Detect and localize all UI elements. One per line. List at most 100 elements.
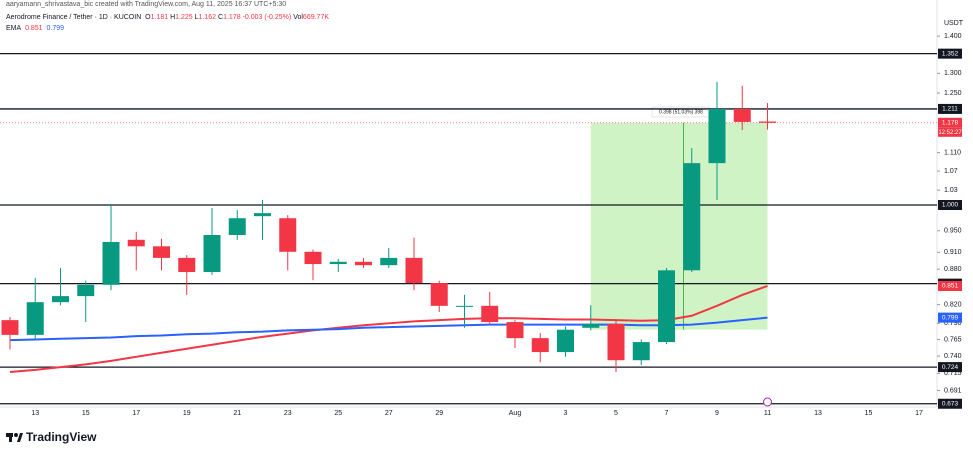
y-tick-label: 0.910 [944, 249, 962, 256]
ohlc-key: H [170, 14, 176, 21]
measure-label: 0.398 (51.03%) 398 [659, 109, 703, 115]
volume: 669.77K [302, 14, 330, 21]
y-tick-label: 0.790 [944, 320, 962, 327]
ema-line [9, 285, 768, 373]
level-badge [938, 48, 962, 59]
x-tick-label: 25 [334, 410, 342, 417]
candle-body [102, 241, 120, 285]
last-price-badge [938, 117, 962, 128]
candle-body [658, 270, 675, 343]
candle-body [203, 234, 221, 273]
y-tick-label: 0.740 [944, 353, 962, 360]
level-label: 0.673 [942, 400, 959, 407]
candle-body [430, 283, 448, 306]
candle-body [304, 251, 322, 265]
x-tick-label: 27 [385, 410, 393, 417]
level-badge [938, 200, 962, 211]
candle-body [279, 218, 297, 252]
x-tick-label: 21 [233, 410, 241, 417]
indicator-line: EMA 0.851 0.799 [6, 25, 64, 32]
candle-body [557, 329, 574, 353]
candle-body [153, 246, 170, 258]
level-label: 1.352 [942, 50, 959, 57]
ohlc-key: L [194, 14, 199, 21]
y-tick-label: 0.691 [944, 387, 962, 394]
x-tick-label: 19 [183, 410, 191, 417]
x-tick-label: 23 [284, 410, 292, 417]
candle-body [228, 218, 246, 235]
ohlc-key: C [218, 14, 224, 21]
last-price-label: 1.178 [942, 120, 959, 127]
candle-body [481, 305, 499, 323]
candle-body [632, 342, 650, 361]
x-tick-label: 17 [132, 410, 140, 417]
x-tick-label: 7 [665, 410, 669, 417]
x-tick-label: 13 [31, 410, 39, 417]
change-pct: (-0.25%) [264, 14, 292, 21]
candle-body [456, 305, 473, 307]
x-tick-label: 15 [82, 410, 90, 417]
candle-body [733, 108, 751, 122]
countdown: 12:52:27 [938, 130, 962, 136]
y-tick-label: 1.400 [944, 33, 962, 40]
y-tick-label: 0.880 [944, 266, 962, 273]
ohlc-value: 1.162 [198, 14, 217, 21]
candle-body [759, 121, 776, 123]
candle-body [582, 323, 600, 328]
candle-body [254, 213, 271, 217]
y-tick-label: 0.715 [944, 370, 962, 377]
change: -0.003 [242, 14, 263, 21]
measure-box [590, 122, 768, 330]
credit: aaryamann_shrivastava_bic created with T… [6, 1, 287, 8]
ema-value: 0.851 [25, 25, 43, 32]
y-tick-label: 1.110 [944, 149, 961, 156]
y-tick-label: 0.820 [944, 301, 962, 308]
ema-value: 0.799 [46, 25, 65, 32]
candle-body [380, 257, 398, 266]
x-tick-label: 29 [435, 410, 443, 417]
x-tick-label: 9 [715, 410, 719, 417]
candle-body [52, 296, 69, 303]
level-label: 0.724 [942, 364, 959, 371]
ema-line [9, 316, 768, 342]
logo-mark [9, 433, 12, 442]
ohlc-key: O [145, 14, 151, 21]
y-tick-label: 1.03 [944, 187, 958, 194]
level-badge [938, 362, 962, 373]
symbol: Aerodrome Finance / Tether · 1D · KUCOIN [6, 14, 142, 21]
logo-text: TradingView [26, 430, 97, 444]
candle-body [26, 302, 44, 335]
countdown-badge [938, 127, 962, 137]
ema-slow-label: 0.799 [942, 314, 959, 321]
x-tick-label: 15 [865, 410, 873, 417]
candle-body [329, 261, 347, 265]
logo-mark [14, 433, 18, 437]
ohlc-value: 1.178 [223, 14, 241, 21]
ema-fast-badge [938, 280, 962, 291]
level-badge [938, 398, 962, 409]
logo-mark [17, 433, 23, 442]
candle-body [506, 322, 524, 339]
candle-body [355, 261, 372, 266]
candle-body [405, 257, 423, 284]
x-tick-label: 3 [564, 410, 568, 417]
y-tick-label: 1.250 [944, 90, 962, 97]
ema-slow-badge [938, 312, 962, 323]
y-tick-label: 1.07 [944, 168, 958, 175]
event-icon [763, 397, 772, 407]
y-tick-label: 0.950 [944, 228, 962, 235]
x-tick-label: 11 [764, 410, 771, 417]
level-label: 1.000 [942, 202, 959, 209]
x-tick-label: 17 [915, 410, 923, 417]
x-tick-label: 5 [614, 410, 618, 417]
ohlc-value: 1.181 [150, 14, 169, 21]
level-badge [938, 103, 962, 114]
candle-body [178, 257, 196, 273]
candle-body [708, 108, 726, 164]
ema-fast-label: 0.851 [942, 283, 959, 290]
logo: TradingView [6, 430, 97, 444]
candle-body [77, 284, 95, 297]
